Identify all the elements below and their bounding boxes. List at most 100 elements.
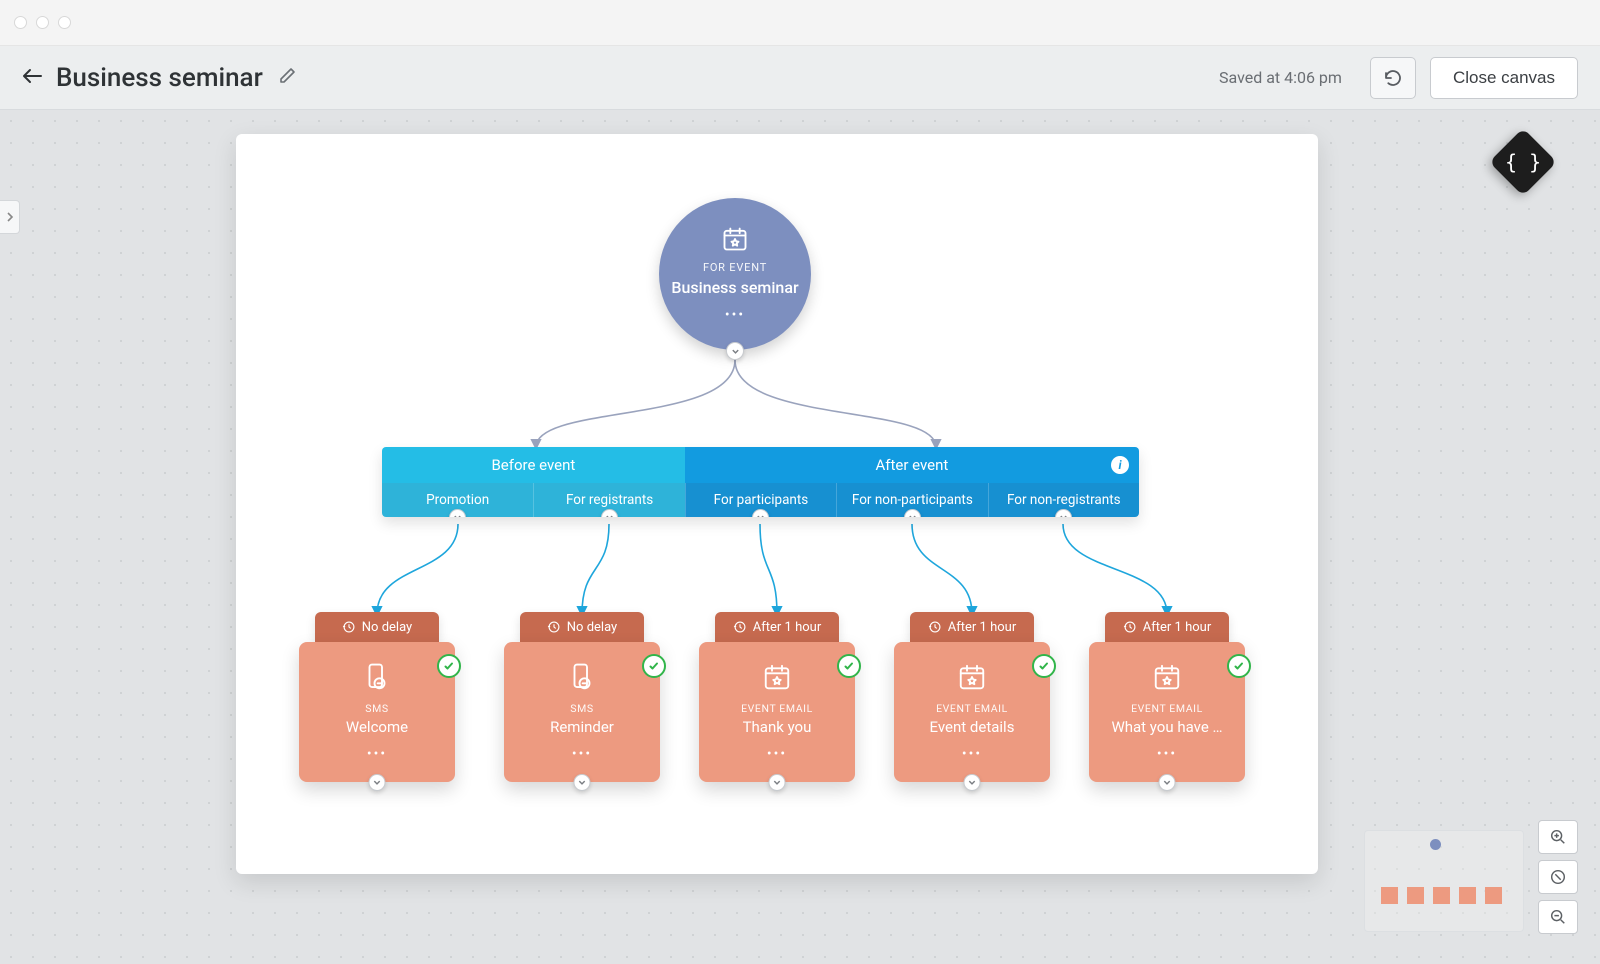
minimap-card-box <box>1381 887 1398 904</box>
card-icon <box>567 662 597 696</box>
timing-segment-bar: Before eventAfter eventi PromotionFor re… <box>382 447 1139 517</box>
action-card[interactable]: After 1 hour EVENT EMAIL What you have … ••… <box>1089 612 1245 782</box>
card-delay-label: After 1 hour <box>1143 620 1211 635</box>
card-body[interactable]: EVENT EMAIL Thank you ••• <box>699 642 855 782</box>
card-body[interactable]: SMSWelcome••• <box>299 642 455 782</box>
card-delay-tab[interactable]: After 1 hour <box>715 612 839 642</box>
card-type-label: EVENT EMAIL <box>741 702 813 715</box>
card-body[interactable]: EVENT EMAIL What you have … ••• <box>1089 642 1245 782</box>
root-subtitle: FOR EVENT <box>703 261 767 274</box>
clock-icon <box>342 620 356 634</box>
action-card[interactable]: No delay SMSWelcome••• <box>299 612 455 782</box>
card-delay-tab[interactable]: After 1 hour <box>1105 612 1229 642</box>
card-title: Event details <box>930 718 1015 736</box>
segment-output-handle[interactable] <box>1055 509 1072 517</box>
card-delay-label: After 1 hour <box>753 620 821 635</box>
minimap-card-box <box>1459 887 1476 904</box>
action-card[interactable]: After 1 hour EVENT EMAIL Event details ••• <box>894 612 1050 782</box>
card-more-icon[interactable]: ••• <box>962 746 982 762</box>
clock-icon <box>547 620 561 634</box>
card-type-label: EVENT EMAIL <box>936 702 1008 715</box>
card-more-icon[interactable]: ••• <box>1157 746 1177 762</box>
status-success-icon <box>1227 654 1251 678</box>
root-event-node[interactable]: FOR EVENT Business seminar ••• <box>659 198 811 350</box>
root-title: Business seminar <box>671 278 798 297</box>
action-card[interactable]: No delay SMS Reminder ••• <box>504 612 660 782</box>
flow-canvas: FOR EVENT Business seminar ••• Before ev… <box>236 134 1318 874</box>
status-success-icon <box>437 654 461 678</box>
close-canvas-button[interactable]: Close canvas <box>1430 57 1578 99</box>
card-delay-label: After 1 hour <box>948 620 1016 635</box>
editor-header: Business seminar Saved at 4:06 pm Close … <box>0 46 1600 110</box>
card-title: Thank you <box>743 718 812 736</box>
card-type-label: SMS <box>365 702 388 715</box>
canvas-minimap[interactable] <box>1364 830 1524 932</box>
segment-cell[interactable]: For non-registrants <box>988 483 1139 517</box>
card-output-handle[interactable] <box>574 774 591 791</box>
zoom-out-button[interactable] <box>1538 900 1578 934</box>
card-output-handle[interactable] <box>369 774 386 791</box>
status-success-icon <box>642 654 666 678</box>
segment-cell[interactable]: For participants <box>685 483 836 517</box>
clock-icon <box>1123 620 1137 634</box>
card-more-icon[interactable]: ••• <box>367 746 387 762</box>
card-icon <box>1152 662 1182 696</box>
saved-status: Saved at 4:06 pm <box>1219 68 1342 87</box>
page-title: Business seminar <box>56 63 263 93</box>
canvas-viewport[interactable]: { } FOR EVENT Business seminar ••• <box>0 110 1600 964</box>
card-body[interactable]: EVENT EMAIL Event details ••• <box>894 642 1050 782</box>
traffic-light-close[interactable] <box>14 16 27 29</box>
code-panel-toggle[interactable]: { } <box>1489 128 1557 196</box>
status-success-icon <box>1032 654 1056 678</box>
root-output-handle[interactable] <box>726 342 744 360</box>
minimap-card-box <box>1407 887 1424 904</box>
window-titlebar <box>0 0 1600 46</box>
card-delay-tab[interactable]: After 1 hour <box>910 612 1034 642</box>
minimap-card-box <box>1485 887 1502 904</box>
zoom-in-button[interactable] <box>1538 820 1578 854</box>
card-more-icon[interactable]: ••• <box>572 746 592 762</box>
card-icon <box>957 662 987 696</box>
card-delay-label: No delay <box>567 620 617 635</box>
zoom-reset-button[interactable] <box>1538 860 1578 894</box>
card-body[interactable]: SMS Reminder ••• <box>504 642 660 782</box>
card-icon <box>362 662 392 696</box>
traffic-light-zoom[interactable] <box>58 16 71 29</box>
segment-top[interactable]: Before event <box>382 447 685 483</box>
card-type-label: SMS <box>570 702 593 715</box>
card-icon <box>762 662 792 696</box>
action-card[interactable]: After 1 hour EVENT EMAIL Thank you ••• <box>699 612 855 782</box>
segment-cell[interactable]: For registrants <box>533 483 684 517</box>
left-drawer-toggle[interactable] <box>0 200 20 234</box>
info-icon[interactable]: i <box>1111 456 1129 474</box>
zoom-controls <box>1538 820 1578 934</box>
clock-icon <box>928 620 942 634</box>
card-output-handle[interactable] <box>964 774 981 791</box>
card-delay-label: No delay <box>362 620 412 635</box>
segment-output-handle[interactable] <box>449 509 466 517</box>
clock-icon <box>733 620 747 634</box>
back-arrow-icon[interactable] <box>22 65 42 90</box>
segment-cell[interactable]: Promotion <box>382 483 533 517</box>
segment-cell[interactable]: For non-participants <box>836 483 987 517</box>
card-delay-tab[interactable]: No delay <box>315 612 439 642</box>
card-more-icon[interactable]: ••• <box>767 746 787 762</box>
segment-top[interactable]: After eventi <box>685 447 1139 483</box>
calendar-star-icon <box>721 225 749 253</box>
segment-output-handle[interactable] <box>601 509 618 517</box>
edit-title-icon[interactable] <box>277 66 297 90</box>
card-title: Reminder <box>550 718 614 736</box>
card-title: What you have … <box>1111 718 1222 736</box>
minimap-card-box <box>1433 887 1450 904</box>
segment-output-handle[interactable] <box>752 509 769 517</box>
card-output-handle[interactable] <box>769 774 786 791</box>
refresh-button[interactable] <box>1370 57 1416 99</box>
minimap-root-dot <box>1430 839 1441 850</box>
segment-output-handle[interactable] <box>904 509 921 517</box>
card-delay-tab[interactable]: No delay <box>520 612 644 642</box>
root-more-icon[interactable]: ••• <box>725 307 745 323</box>
status-success-icon <box>837 654 861 678</box>
traffic-light-minimize[interactable] <box>36 16 49 29</box>
card-type-label: EVENT EMAIL <box>1131 702 1203 715</box>
card-output-handle[interactable] <box>1159 774 1176 791</box>
